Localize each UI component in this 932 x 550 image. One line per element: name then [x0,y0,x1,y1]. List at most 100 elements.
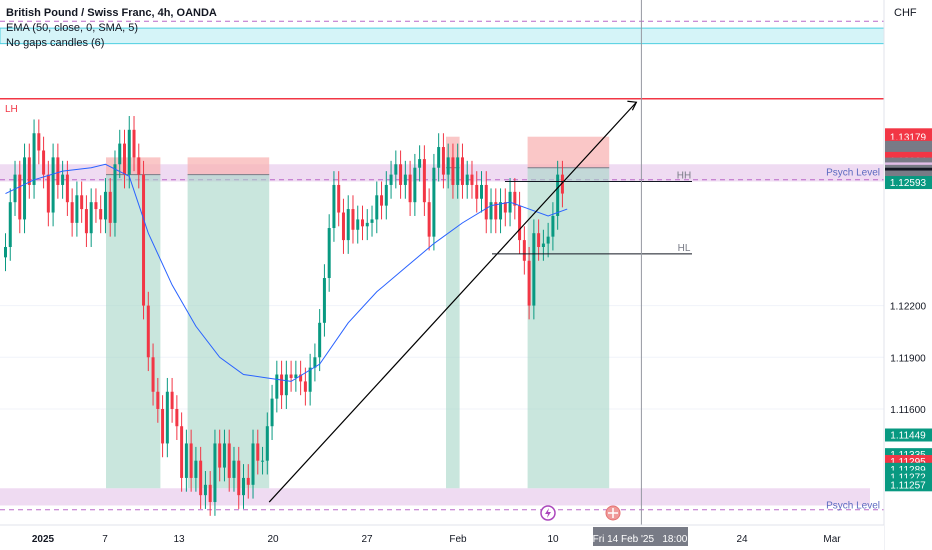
candle [189,429,193,492]
candle [389,160,393,199]
candle-body [513,191,517,206]
candle [270,384,274,441]
candle [327,214,331,292]
candle [446,143,450,189]
candle-body [437,147,441,168]
candle [394,150,398,189]
price-badge-text: 1.12593 [890,178,927,189]
candle [437,133,441,182]
symbol-title[interactable]: British Pound / Swiss Franc, 4h, OANDA [6,7,217,19]
candle [146,291,150,372]
price-badge-text: 1.11449 [890,431,926,442]
lower-high-label: LH [5,104,18,115]
candle [470,160,474,199]
candle-body [537,233,541,247]
psych-zone-lower [0,488,870,506]
price-badge-text: 1.11289 [890,465,926,476]
candle-body [70,202,74,223]
flag-event-icon[interactable] [605,505,621,521]
candle [422,145,426,216]
date-tick-label: Feb [449,534,467,545]
price-axis-badge[interactable]: 1.11257 [885,478,932,492]
date-tick-label: 27 [361,534,373,545]
candle-body [394,164,398,175]
candle-body [403,174,407,185]
candle-body [8,202,12,247]
candle-body [422,159,426,203]
candle-body [408,174,412,203]
candle-body [251,443,255,485]
candle-body [308,367,312,392]
candle-body [18,174,22,220]
candle-body [265,426,269,461]
candle [375,181,379,234]
candle-body [527,260,531,306]
candle-body [441,147,445,175]
candle [413,153,417,216]
candle-body [546,236,550,244]
candle-body [456,157,460,185]
candle [499,188,503,234]
candle [18,160,22,234]
candle [318,309,322,372]
price-axis-badge[interactable]: 1.11449 [885,428,932,442]
candle [541,229,545,261]
candle [551,202,555,251]
candles-indicator-label[interactable]: No gaps candles (6) [6,37,105,49]
candle [23,143,27,234]
stop-loss-zone [527,136,610,168]
candle [13,160,17,216]
candle-body [42,150,46,175]
candle-body [365,222,369,227]
candle [418,145,422,182]
candle [370,205,374,237]
candle [365,209,369,241]
candle [246,464,250,499]
candle [208,471,212,516]
candle [84,195,88,247]
price-axis-badge[interactable]: 1.12593 [885,176,932,190]
candle-body [361,219,364,227]
candle-body [460,157,464,185]
long-position-tool [187,157,270,489]
candle-body [189,443,193,478]
candle-body [222,443,226,468]
candle-body [556,174,560,216]
candle-body [275,374,279,399]
candle [432,153,436,251]
price-badge-text: 1.11295 [890,457,926,468]
candle-body [332,184,336,229]
candle [242,464,245,509]
candle [261,446,265,475]
ema-indicator-label[interactable]: EMA (50, close, 0, SMA, 5) [6,22,139,34]
candle [518,191,522,254]
candle-body [242,477,245,496]
candle-body [232,460,236,478]
candle-body [261,460,265,462]
candle [227,429,231,492]
candle [361,205,364,241]
lightning-event-icon[interactable] [540,505,556,521]
candle [232,446,236,492]
candle-body [518,205,522,241]
candle [132,116,136,172]
candle-body [541,243,545,247]
candle [308,353,312,406]
candle [494,188,498,234]
candle-body [522,240,526,261]
currency-label[interactable]: CHF [894,7,917,19]
candle [284,360,288,409]
candle [427,188,431,251]
price-badge-text: 1.11272 [890,473,926,484]
candle-body [399,164,403,185]
candle-body [61,174,65,185]
candle [170,377,174,423]
candle [151,343,155,406]
candle-body [227,443,231,478]
price-badge-text: 1.11257 [890,480,926,491]
candle [480,171,483,213]
candle-body [375,195,379,220]
candle-body [184,443,188,478]
candle-body [203,484,207,496]
